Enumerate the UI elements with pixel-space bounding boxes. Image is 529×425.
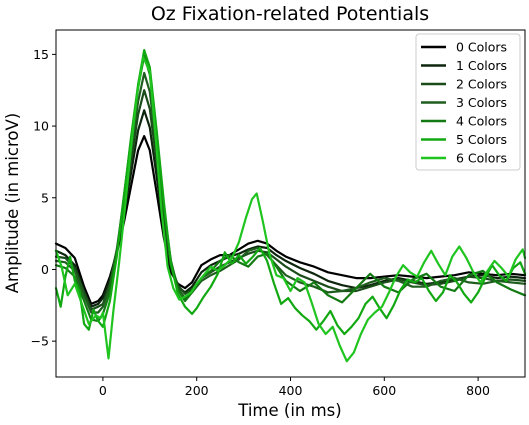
series-line-6 (54, 56, 527, 363)
x-tick-label-2: 400 (279, 383, 303, 398)
legend-label-4: 4 Colors (456, 114, 507, 129)
x-axis: 0 200 400 600 800 (99, 377, 490, 398)
y-tick-label-0: −5 (31, 334, 49, 349)
series-line-5 (54, 49, 527, 336)
y-tick-label-1: 0 (41, 262, 49, 277)
x-tick-label-1: 200 (185, 383, 209, 398)
y-tick-label-2: 5 (41, 190, 49, 205)
series-layer (54, 49, 527, 363)
x-tick-label-0: 0 (99, 383, 107, 398)
legend-frame (415, 33, 521, 171)
y-axis-label: Amplitude (in microV) (3, 113, 22, 294)
legend: 0 Colors 1 Colors 2 Colors 3 Colors 4 Colors… (415, 33, 521, 171)
legend-label-2: 2 Colors (456, 77, 507, 92)
chart-title: Oz Fixation-related Potentials (151, 3, 429, 25)
legend-label-3: 3 Colors (456, 95, 507, 110)
legend-label-1: 1 Colors (456, 58, 507, 73)
y-tick-label-3: 10 (33, 119, 49, 134)
x-tick-label-3: 600 (372, 383, 396, 398)
x-axis-label: Time (in ms) (237, 401, 341, 420)
y-axis: −5 0 5 10 15 (31, 47, 56, 349)
legend-label-6: 6 Colors (456, 151, 507, 166)
y-tick-label-4: 15 (33, 47, 49, 62)
legend-label-0: 0 Colors (456, 40, 507, 55)
x-tick-label-4: 800 (466, 383, 490, 398)
legend-label-5: 5 Colors (456, 132, 507, 147)
